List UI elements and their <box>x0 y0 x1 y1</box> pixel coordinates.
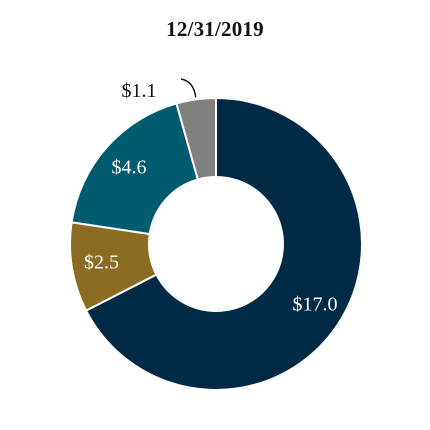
slices-layer <box>69 96 363 391</box>
donut-slice-2 <box>70 102 200 236</box>
donut-slice-3 <box>175 96 217 181</box>
chart-title: 12/31/2019 <box>166 17 264 41</box>
slice-label-2: $4.6 <box>112 156 147 178</box>
slice-label-3: $1.1 <box>122 80 157 102</box>
labels-layer: $17.0 $2.5 $4.6 $1.1 <box>84 78 337 315</box>
slice-label-0: $17.0 <box>292 293 337 315</box>
donut-slice-0 <box>84 96 363 391</box>
leader-line-3 <box>180 78 197 98</box>
slice-label-1: $2.5 <box>84 252 119 274</box>
